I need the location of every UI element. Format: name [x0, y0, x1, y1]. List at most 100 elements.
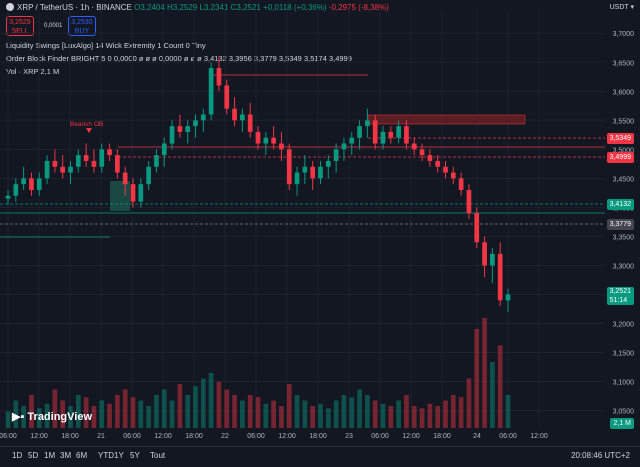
range-button-tout[interactable]: Tout [150, 451, 166, 460]
candle-body [372, 120, 378, 144]
indicator-order-block-finder[interactable]: Order Block Finder BRIGHT 5 0 0,0000 ø ø… [6, 54, 352, 63]
x-tick-label: 12:00 [154, 433, 172, 440]
y-tick-label: 3,6500 [613, 60, 635, 67]
price-tag: 3,4132 [606, 199, 634, 210]
range-button-5y[interactable]: 5Y [130, 451, 140, 460]
candle-body [36, 178, 42, 190]
symbol-header[interactable]: XRP / TetherUS · 1h · BINANCE O3,2404 H3… [6, 3, 389, 12]
sell-button[interactable]: 3,2529 SELL [6, 16, 34, 36]
range-button-3m[interactable]: 3M [60, 451, 72, 460]
x-tick-label: 12:00 [30, 433, 48, 440]
x-axis: 06:00 12:00 18:00 21 06:00 12:00 18:00 22 06:00 1… [0, 433, 548, 440]
volume-bar [411, 406, 417, 428]
bearish-ob-label: Bearish OB [70, 121, 104, 128]
candle-body [185, 126, 191, 132]
price-tag: 3,4999 [606, 152, 634, 163]
currency-selector[interactable]: USDT ▾ [609, 4, 634, 11]
y-tick-label: 3,2000 [613, 322, 635, 329]
candle-body [44, 160, 50, 179]
price-tag: 3,2521 51:14 [606, 287, 634, 305]
volume-bar [247, 395, 253, 428]
candle-body [333, 149, 339, 161]
volume-bar [490, 362, 495, 428]
candle-body [396, 126, 401, 138]
x-tick-label: 21 [97, 433, 105, 440]
candle-body [91, 160, 97, 167]
volume-bar [138, 400, 144, 428]
range-button-1m[interactable]: 1M [44, 451, 56, 460]
tv-logo-icon: ▶▪ [12, 411, 28, 423]
volume-bar [83, 397, 89, 428]
range-button-1d[interactable]: 1D [12, 451, 23, 460]
order-block-zones [0, 74, 605, 238]
range-button-ytd[interactable]: YTD [98, 451, 114, 460]
candle-body [497, 253, 503, 301]
volume-bar [302, 400, 308, 428]
range-button-6m[interactable]: 6M [76, 451, 88, 460]
volume-bar [497, 345, 503, 428]
candle-body [208, 68, 214, 115]
currency-label: USDT [609, 4, 629, 11]
x-tick-label: 18:00 [185, 433, 203, 440]
candle-body [357, 126, 362, 138]
spread-value: 0,0001 [44, 23, 63, 29]
volume-bar [458, 397, 464, 428]
y-tick-label: 3,7000 [613, 31, 635, 38]
buy-button[interactable]: 3,2530 BUY [68, 16, 96, 36]
price-chart[interactable]: 3,70003,65003,60003,55003,50003,45003,40… [0, 0, 640, 446]
price-tag: 3,5349 [606, 133, 634, 144]
x-tick-label: 06:00 [0, 433, 17, 440]
volume-bar [271, 400, 276, 428]
x-tick-label: 23 [345, 433, 353, 440]
bearish-ob-arrow-icon [86, 128, 92, 133]
candle-body [122, 172, 128, 185]
candle-body [5, 195, 11, 199]
candle-body [263, 137, 269, 144]
y-tick-label: 3,0500 [613, 409, 635, 416]
x-tick-label: 12:00 [402, 433, 420, 440]
candle-body [255, 131, 261, 144]
candle-body [279, 143, 284, 150]
x-tick-label: 18:00 [433, 433, 451, 440]
candle-body [169, 126, 175, 144]
bearish-order-block [367, 114, 526, 125]
range-button-1y[interactable]: 1Y [114, 451, 124, 460]
volume-bar [325, 408, 331, 428]
bearish-ob-marker [86, 128, 92, 133]
candle-body [302, 166, 308, 173]
candle-body [138, 184, 144, 202]
x-tick-label: 18:00 [309, 433, 327, 440]
candle-body [99, 149, 105, 167]
indicator-volume[interactable]: Vol · XRP 2,1 M [6, 67, 60, 76]
bullish-order-block [110, 181, 130, 211]
x-tick-label: 18:00 [61, 433, 79, 440]
volume-bar [208, 373, 214, 428]
buy-label: BUY [74, 28, 90, 35]
indicator-liquidity-swings[interactable]: Liquidity Swings [LuxAlgo] 14 Wick Extre… [6, 41, 206, 50]
symbol-title: XRP / TetherUS · 1h · BINANCE [17, 3, 132, 12]
volume-bar [505, 395, 511, 428]
volume-bar [216, 381, 222, 428]
volume-bar [255, 397, 261, 428]
candle-body [52, 160, 58, 167]
candle-body [154, 155, 159, 167]
candle-body [380, 131, 386, 144]
volume-bar [44, 403, 50, 428]
volume-bar [130, 397, 136, 428]
volume-bar [224, 389, 230, 428]
range-button-5d[interactable]: 5D [28, 451, 39, 460]
candle-body [193, 120, 198, 127]
volume-bar [107, 403, 112, 428]
volume-bar [169, 400, 175, 428]
x-tick-label: 12:00 [278, 433, 296, 440]
volume-bar [380, 403, 386, 428]
volume-bar [177, 384, 183, 428]
candle-body [177, 126, 183, 132]
x-tick-label: 06:00 [371, 433, 389, 440]
volume-bar [474, 329, 480, 428]
candle-body [341, 143, 347, 150]
candle-body [146, 166, 151, 185]
candle-body [419, 149, 425, 156]
grid [0, 10, 605, 428]
